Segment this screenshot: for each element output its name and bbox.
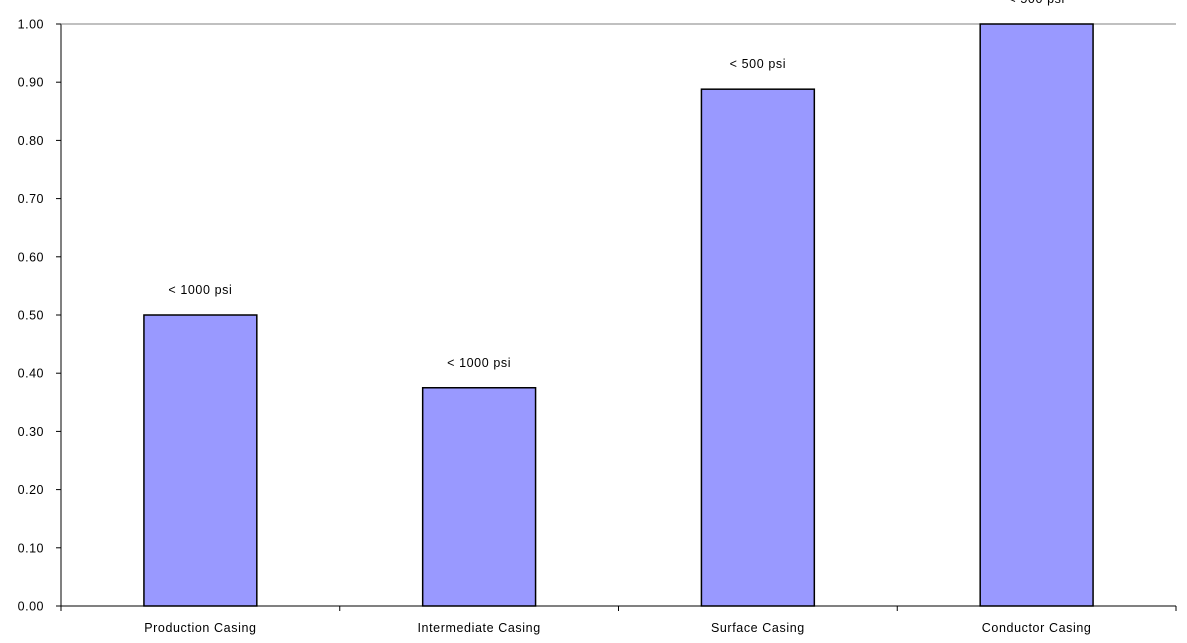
y-axis: 0.00 0.10 0.20 0.30 0.40 0.50 0.60 0.70 0.80 0.90… xyxy=(18,18,1176,614)
y-tick-label: 0.50 xyxy=(18,309,44,323)
y-tick-label: 0.80 xyxy=(18,134,44,148)
bar-conductor-casing xyxy=(979,23,1094,607)
bars xyxy=(143,23,1094,607)
bar-intermediate-casing xyxy=(421,387,537,607)
y-tick-label: 0.40 xyxy=(18,367,44,381)
bar-data-label: < 1000 psi xyxy=(168,283,232,297)
bar-surface-casing xyxy=(700,88,816,607)
data-labels: < 1000 psi < 1000 psi < 500 psi < 500 psi xyxy=(168,0,1064,370)
y-tick-label: 0.20 xyxy=(18,483,44,497)
y-tick-label: 0.00 xyxy=(18,600,44,614)
bar-data-label: < 1000 psi xyxy=(447,356,511,370)
bar-data-label: < 500 psi xyxy=(730,57,786,71)
x-category-label: Intermediate Casing xyxy=(417,621,540,635)
x-category-label: Conductor Casing xyxy=(982,621,1092,635)
y-tick-label: 1.00 xyxy=(18,18,44,32)
y-tick-label: 0.10 xyxy=(18,541,44,555)
x-axis: Production Casing Intermediate Casing Surf… xyxy=(60,605,1177,635)
y-tick-label: 0.90 xyxy=(18,76,44,90)
x-category-label: Production Casing xyxy=(144,621,256,635)
y-tick-label: 0.30 xyxy=(18,425,44,439)
y-tick-label: 0.70 xyxy=(18,192,44,206)
y-tick-label: 0.60 xyxy=(18,250,44,264)
bar-data-label: < 500 psi xyxy=(1008,0,1064,6)
bar-production-casing xyxy=(143,314,258,607)
x-category-label: Surface Casing xyxy=(711,621,805,635)
